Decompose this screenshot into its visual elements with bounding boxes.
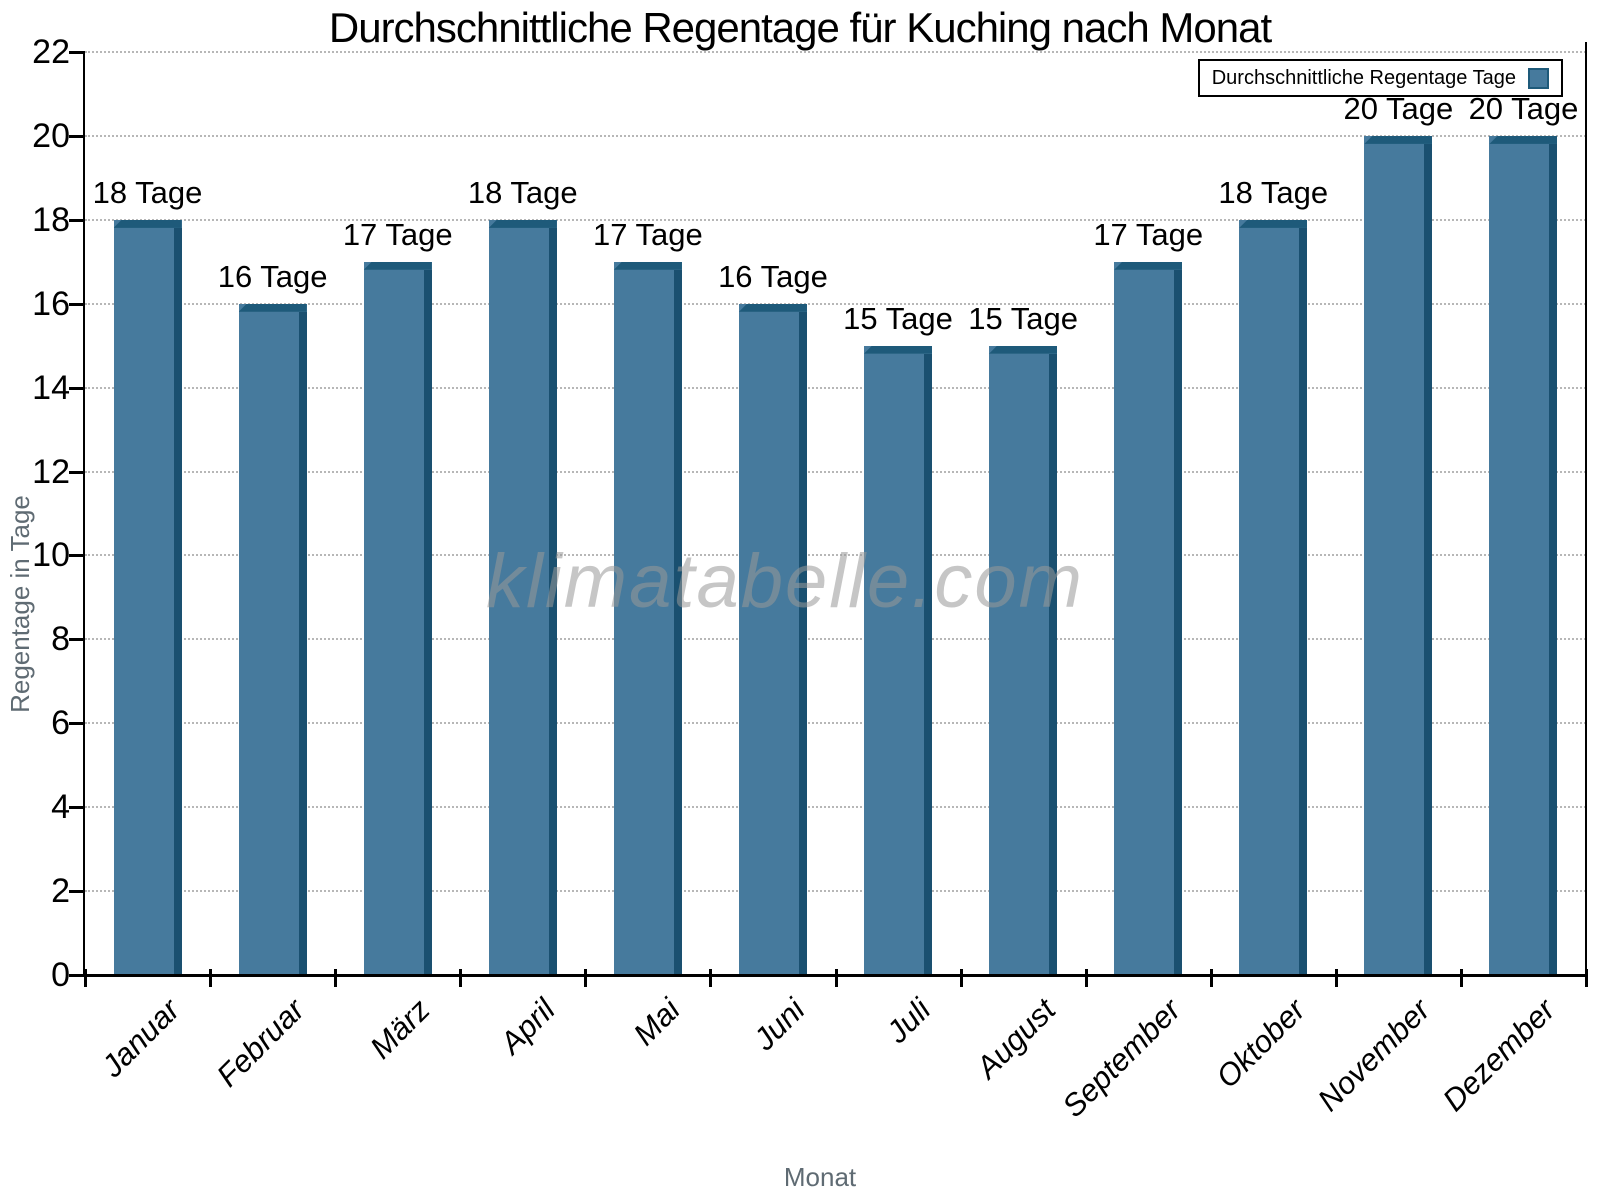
bar-Januar xyxy=(113,219,182,976)
x-tick-4 xyxy=(584,969,588,987)
y-tick-4 xyxy=(69,806,85,810)
gridline-y-4 xyxy=(85,806,1586,809)
y-tick-0 xyxy=(69,974,85,977)
legend-swatch xyxy=(1528,67,1549,89)
x-tick-label-text: Juni xyxy=(746,992,812,1057)
x-tick-label-text: April xyxy=(492,992,562,1061)
gridline-y-12 xyxy=(85,470,1586,473)
gridline-y-18 xyxy=(85,218,1586,221)
y-tick-label-12: 12 xyxy=(32,452,70,491)
x-tick-label-text: Februar xyxy=(209,992,312,1094)
x-tick-label-text: Januar xyxy=(94,992,187,1084)
y-tick-label-16: 16 xyxy=(32,284,70,323)
y-tick-label-18: 18 xyxy=(32,200,70,239)
chart-title: Durchschnittliche Regentage für Kuching … xyxy=(328,4,1272,51)
bar-value-label-Oktober: 18 Tage xyxy=(1218,174,1329,210)
bar-Februar xyxy=(238,303,307,976)
gridline-y-22 xyxy=(85,51,1586,53)
gridline-y-8 xyxy=(85,638,1586,641)
bar-Juni xyxy=(738,303,807,976)
legend-label: Durchschnittliche Regentage Tage xyxy=(1211,66,1516,89)
x-tick-3 xyxy=(459,969,463,987)
bar-November xyxy=(1364,135,1433,976)
gridline-y-10 xyxy=(85,554,1586,557)
x-tick-label-text: Dezember xyxy=(1436,992,1563,1118)
bar-Dezember xyxy=(1489,135,1558,976)
y-axis-title: Regentage in Tage xyxy=(5,495,35,713)
x-tick-6 xyxy=(834,969,838,987)
x-tick-8 xyxy=(1084,969,1088,987)
y-tick-16 xyxy=(69,302,85,306)
y-tick-label-10: 10 xyxy=(32,536,70,575)
y-tick-22 xyxy=(69,51,85,54)
x-tick-0 xyxy=(84,969,87,987)
x-tick-9 xyxy=(1209,969,1213,987)
bar-September xyxy=(1114,261,1183,976)
y-tick-label-22: 22 xyxy=(32,33,70,71)
y-tick-label-6: 6 xyxy=(51,704,70,743)
legend: Durchschnittliche Regentage Tage xyxy=(1197,59,1563,97)
y-tick-20 xyxy=(69,134,85,138)
y-tick-label-0: 0 xyxy=(51,956,70,994)
gridline-y-2 xyxy=(85,890,1586,893)
y-tick-label-20: 20 xyxy=(32,116,70,155)
x-tick-label-text: März xyxy=(362,992,437,1066)
y-tick-12 xyxy=(69,470,85,474)
gridline-y-6 xyxy=(85,722,1586,725)
right-border-line xyxy=(1585,42,1587,977)
x-tick-1 xyxy=(209,969,213,987)
x-tick-11 xyxy=(1459,969,1463,987)
y-tick-2 xyxy=(69,890,85,894)
y-tick-label-4: 4 xyxy=(51,788,70,827)
bar-April xyxy=(488,219,557,976)
gridline-y-20 xyxy=(85,134,1586,137)
y-tick-label-8: 8 xyxy=(51,620,70,659)
bar-August xyxy=(989,345,1058,976)
x-tick-7 xyxy=(959,969,963,987)
y-tick-18 xyxy=(69,218,85,222)
x-tick-label-text: September xyxy=(1054,992,1187,1124)
y-tick-8 xyxy=(69,638,85,642)
x-tick-label-text: Mai xyxy=(626,992,687,1053)
y-axis-line xyxy=(83,52,85,977)
x-tick-10 xyxy=(1334,969,1338,987)
y-tick-6 xyxy=(69,722,85,726)
bar-value-label-August: 15 Tage xyxy=(968,300,1078,336)
x-tick-label-text: Oktober xyxy=(1209,992,1313,1095)
bar-März xyxy=(363,261,432,976)
x-axis-title: Monat xyxy=(783,1162,857,1192)
bar-Juli xyxy=(864,345,933,976)
gridline-y-14 xyxy=(85,386,1586,389)
x-tick-label-text: Juli xyxy=(879,992,937,1050)
bar-value-label-Februar: 16 Tage xyxy=(217,258,328,294)
bar-value-label-April: 18 Tage xyxy=(467,174,578,210)
bar-Mai xyxy=(613,261,682,976)
x-tick-label-text: August xyxy=(968,992,1062,1085)
x-tick-2 xyxy=(334,969,338,987)
bar-value-label-Juli: 15 Tage xyxy=(843,300,953,336)
gridline-y-16 xyxy=(85,302,1586,305)
y-tick-label-14: 14 xyxy=(32,368,70,407)
y-tick-14 xyxy=(69,386,85,390)
bar-value-label-Januar: 18 Tage xyxy=(92,174,203,210)
y-tick-label-2: 2 xyxy=(51,872,70,911)
bar-value-label-Juni: 16 Tage xyxy=(718,258,828,294)
x-tick-5 xyxy=(709,969,713,987)
x-tick-label-text: November xyxy=(1311,992,1438,1118)
y-tick-10 xyxy=(69,554,85,558)
bar-value-label-September: 17 Tage xyxy=(1093,216,1204,252)
bar-value-label-März: 17 Tage xyxy=(342,216,453,252)
bar-value-label-Mai: 17 Tage xyxy=(592,216,703,252)
bar-Oktober xyxy=(1239,219,1308,976)
x-tick-12 xyxy=(1585,969,1588,987)
